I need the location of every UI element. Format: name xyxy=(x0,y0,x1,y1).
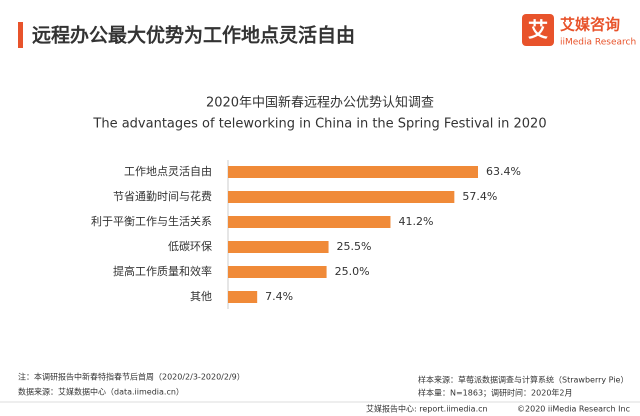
bar xyxy=(228,191,455,203)
value-label: 7.4% xyxy=(265,290,293,303)
value-label: 41.2% xyxy=(398,215,433,228)
category-label: 其他 xyxy=(190,290,212,303)
logo-box xyxy=(522,14,554,46)
bar xyxy=(228,216,391,228)
footer-right: ©2020 iiMedia Research Inc xyxy=(517,405,630,414)
bar xyxy=(228,291,258,303)
category-label: 提高工作质量和效率 xyxy=(113,264,212,278)
source: 数据来源：艾媒数据中心（data.iimedia.cn） xyxy=(18,387,184,397)
note: 注：本调研报告中新春特指春节后首周（2020/2/3-2020/2/9） xyxy=(18,372,245,382)
header-title: 远程办公最大优势为工作地点灵活自由 xyxy=(32,24,355,47)
logo-icon: 艾 xyxy=(528,18,548,42)
plot: 工作地点灵活自由 63.4% 节省通勤时间与花费 57.4% 利于平衡工作与生活关系 41… xyxy=(91,160,521,309)
value-label: 57.4% xyxy=(462,190,497,203)
bar xyxy=(228,241,329,253)
bar xyxy=(228,166,478,178)
sample-size: 样本量：N=1863；调研时间：2020年2月 xyxy=(418,388,573,398)
footer-left: 艾媒报告中心: report.iimedia.cn xyxy=(366,404,488,414)
chart-title: 2020年中国新春远程办公优势认知调查 xyxy=(206,95,434,111)
value-label: 63.4% xyxy=(486,165,521,178)
chart-subtitle: The advantages of teleworking in China i… xyxy=(92,117,546,132)
logo-sub: iiMedia Research xyxy=(560,38,636,48)
category-label: 节省通勤时间与花费 xyxy=(113,190,212,203)
category-label: 工作地点灵活自由 xyxy=(124,164,212,178)
title-accent xyxy=(18,22,23,48)
category-label: 低碳环保 xyxy=(168,239,212,253)
bar xyxy=(228,266,327,278)
sample-source: 样本来源：草莓派数据调查与计算系统（Strawberry Pie） xyxy=(418,375,628,385)
logo-name: 艾媒咨询 xyxy=(560,16,620,34)
category-label: 利于平衡工作与生活关系 xyxy=(91,214,212,228)
value-label: 25.5% xyxy=(337,240,372,253)
value-label: 25.0% xyxy=(335,265,370,278)
